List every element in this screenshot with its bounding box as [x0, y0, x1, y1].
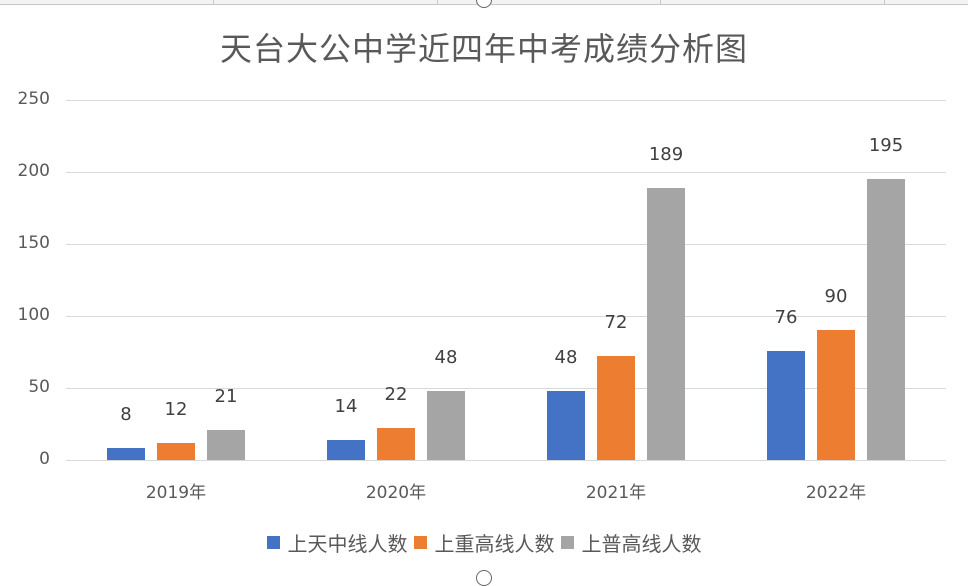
- bar-上普高线人数-2022年[interactable]: [867, 179, 905, 460]
- legend-item[interactable]: 上重高线人数: [413, 528, 555, 557]
- legend-swatch-icon: [266, 536, 280, 549]
- data-label: 21: [214, 385, 238, 407]
- column-divider: [660, 0, 661, 4]
- bar-上重高线人数-2022年[interactable]: [817, 330, 855, 460]
- y-tick-label: 250: [17, 89, 50, 109]
- legend-swatch-icon: [413, 536, 427, 549]
- chart-title: 天台大公中学近四年中考成绩分析图: [219, 30, 748, 68]
- data-label: 14: [334, 395, 358, 417]
- bar-上天中线人数-2019年[interactable]: [107, 448, 145, 460]
- gridline: [66, 460, 946, 461]
- chart-resize-handle-top[interactable]: [476, 0, 492, 8]
- x-tick-label: 2020年: [365, 483, 427, 503]
- bar-上天中线人数-2021年[interactable]: [547, 390, 585, 460]
- column-divider: [437, 0, 438, 4]
- legend-label: 上普高线人数: [581, 532, 702, 556]
- column-divider: [884, 0, 885, 4]
- data-label: 12: [164, 398, 188, 420]
- y-tick-label: 100: [17, 305, 50, 325]
- data-label: 22: [384, 384, 408, 406]
- gridline: [66, 316, 946, 317]
- y-tick-label: 50: [28, 377, 50, 397]
- x-tick-label: 2019年: [145, 483, 207, 503]
- data-label: 72: [604, 312, 628, 334]
- legend-label: 上天中线人数: [287, 532, 408, 556]
- gridline: [66, 244, 946, 245]
- chart-legend[interactable]: 上天中线人数 上重高线人数 上普高线人数: [0, 528, 968, 557]
- data-label: 195: [868, 135, 904, 157]
- bar-上普高线人数-2021年[interactable]: [647, 187, 685, 460]
- y-tick-label: 0: [39, 449, 50, 469]
- data-label: 48: [554, 346, 578, 368]
- gridline: [66, 172, 946, 173]
- legend-item[interactable]: 上天中线人数: [266, 528, 408, 557]
- y-tick-label: 200: [17, 161, 50, 181]
- data-label: 189: [648, 143, 684, 165]
- bar-上重高线人数-2019年[interactable]: [157, 442, 195, 460]
- legend-item[interactable]: 上普高线人数: [560, 528, 702, 557]
- data-label: 90: [824, 286, 848, 308]
- data-label: 48: [434, 346, 458, 368]
- bar-上普高线人数-2019年[interactable]: [207, 429, 245, 460]
- gridline: [66, 100, 946, 101]
- bar-上重高线人数-2020年[interactable]: [377, 428, 415, 460]
- plot-area[interactable]: 8 12 21 14 22 48 48 72 189 76 90 195: [66, 100, 946, 461]
- bar-上天中线人数-2020年[interactable]: [327, 439, 365, 460]
- data-label: 76: [774, 306, 798, 328]
- bar-上重高线人数-2021年[interactable]: [597, 356, 635, 460]
- x-tick-label: 2021年: [585, 483, 647, 503]
- x-tick-label: 2022年: [805, 483, 867, 503]
- bar-上天中线人数-2022年[interactable]: [767, 350, 805, 460]
- data-label: 8: [120, 404, 132, 426]
- bar-上普高线人数-2020年[interactable]: [427, 390, 465, 460]
- legend-swatch-icon: [560, 536, 574, 549]
- y-tick-label: 150: [17, 233, 50, 253]
- legend-label: 上重高线人数: [434, 532, 555, 556]
- column-divider: [213, 0, 214, 4]
- gridline: [66, 388, 946, 389]
- chart-resize-handle-bottom[interactable]: [476, 570, 492, 586]
